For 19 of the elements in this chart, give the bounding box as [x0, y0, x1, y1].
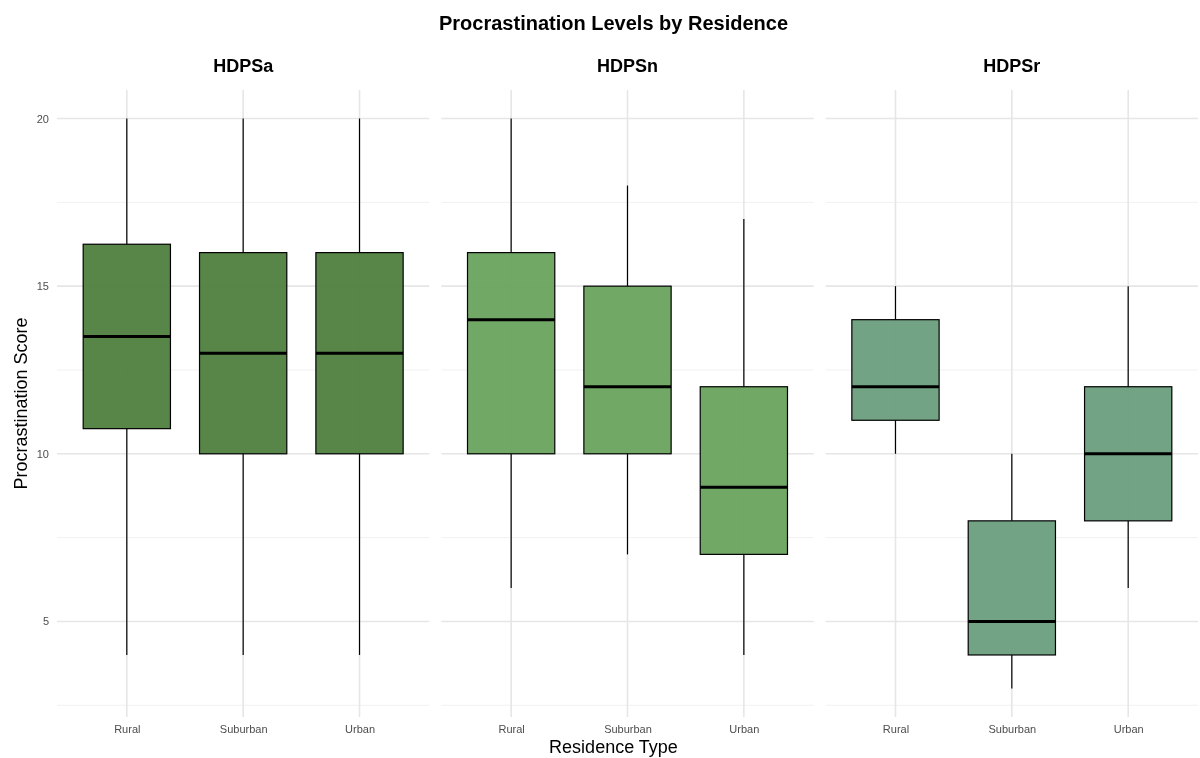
y-tick-label: 10 — [36, 447, 49, 460]
chart-title: HDPSn — [596, 56, 659, 76]
y-tick-label: 15 — [36, 280, 49, 293]
x-tick-label: Rural — [114, 722, 141, 735]
x-tick-label: Suburban — [988, 722, 1037, 735]
chart-title: HDPSr — [983, 56, 1041, 76]
text: Procrastination Levels by Residence — [438, 12, 789, 34]
y-tick-label: 5 — [42, 615, 49, 628]
x-tick-label: Urban — [729, 722, 760, 735]
y-tick-label: 20 — [36, 112, 49, 125]
x-tick-label: Rural — [498, 722, 525, 735]
x-tick-label: Urban — [345, 722, 376, 735]
x-tick-label: Suburban — [604, 722, 652, 735]
x-tick-label: Urban — [1113, 722, 1144, 735]
x-axis-title: Residence Type — [549, 737, 678, 757]
chart-title: HDPSa — [213, 56, 275, 76]
x-tick-label: Suburban — [219, 722, 268, 735]
y-axis-title: Procrastination Score — [11, 317, 31, 490]
x-tick-label: Rural — [882, 722, 910, 735]
